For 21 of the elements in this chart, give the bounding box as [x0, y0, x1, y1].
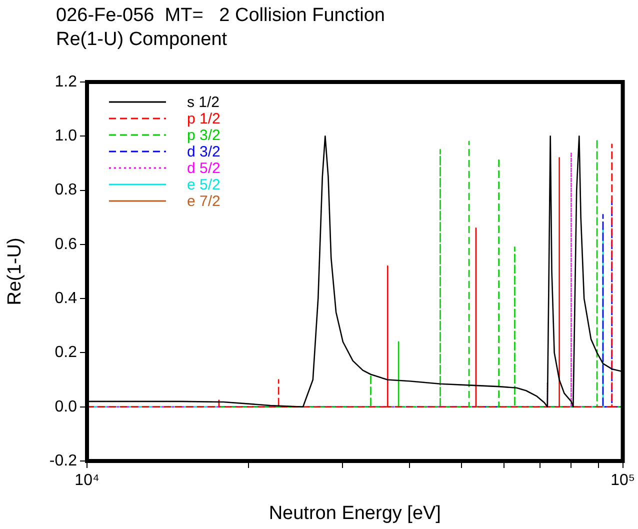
y-tick-label: 0.0	[54, 398, 78, 416]
y-tick-label: 1.0	[54, 128, 78, 145]
y-tick-label: 0.6	[54, 236, 78, 253]
legend-label: s 1/2	[187, 94, 220, 112]
legend-label: e 7/2	[187, 193, 220, 210]
x-axis-title: Neutron Energy [eV]	[268, 502, 441, 524]
legend-label: p 3/2	[187, 127, 220, 144]
y-tick-label: 0.8	[54, 182, 78, 199]
y-tick-label: 0.4	[54, 290, 78, 307]
y-tick-label: -0.2	[49, 452, 78, 470]
y-axis-title: Re(1-U)	[4, 238, 26, 306]
y-tick-label: 1.2	[54, 73, 78, 90]
legend-label: d 3/2	[187, 144, 220, 161]
legend-label: d 5/2	[187, 160, 220, 178]
chart-title: 026-Fe-056 MT= 2 Collision Function	[56, 4, 386, 28]
legend-label: e 5/2	[187, 176, 220, 194]
y-tick-label: 0.2	[54, 344, 78, 362]
legend-label: p 1/2	[187, 110, 220, 128]
chart-subtitle: Re(1-U) Component	[56, 28, 228, 52]
x-tick-label: 10⁴	[74, 472, 100, 490]
x-tick-label: 10⁵	[610, 472, 636, 490]
